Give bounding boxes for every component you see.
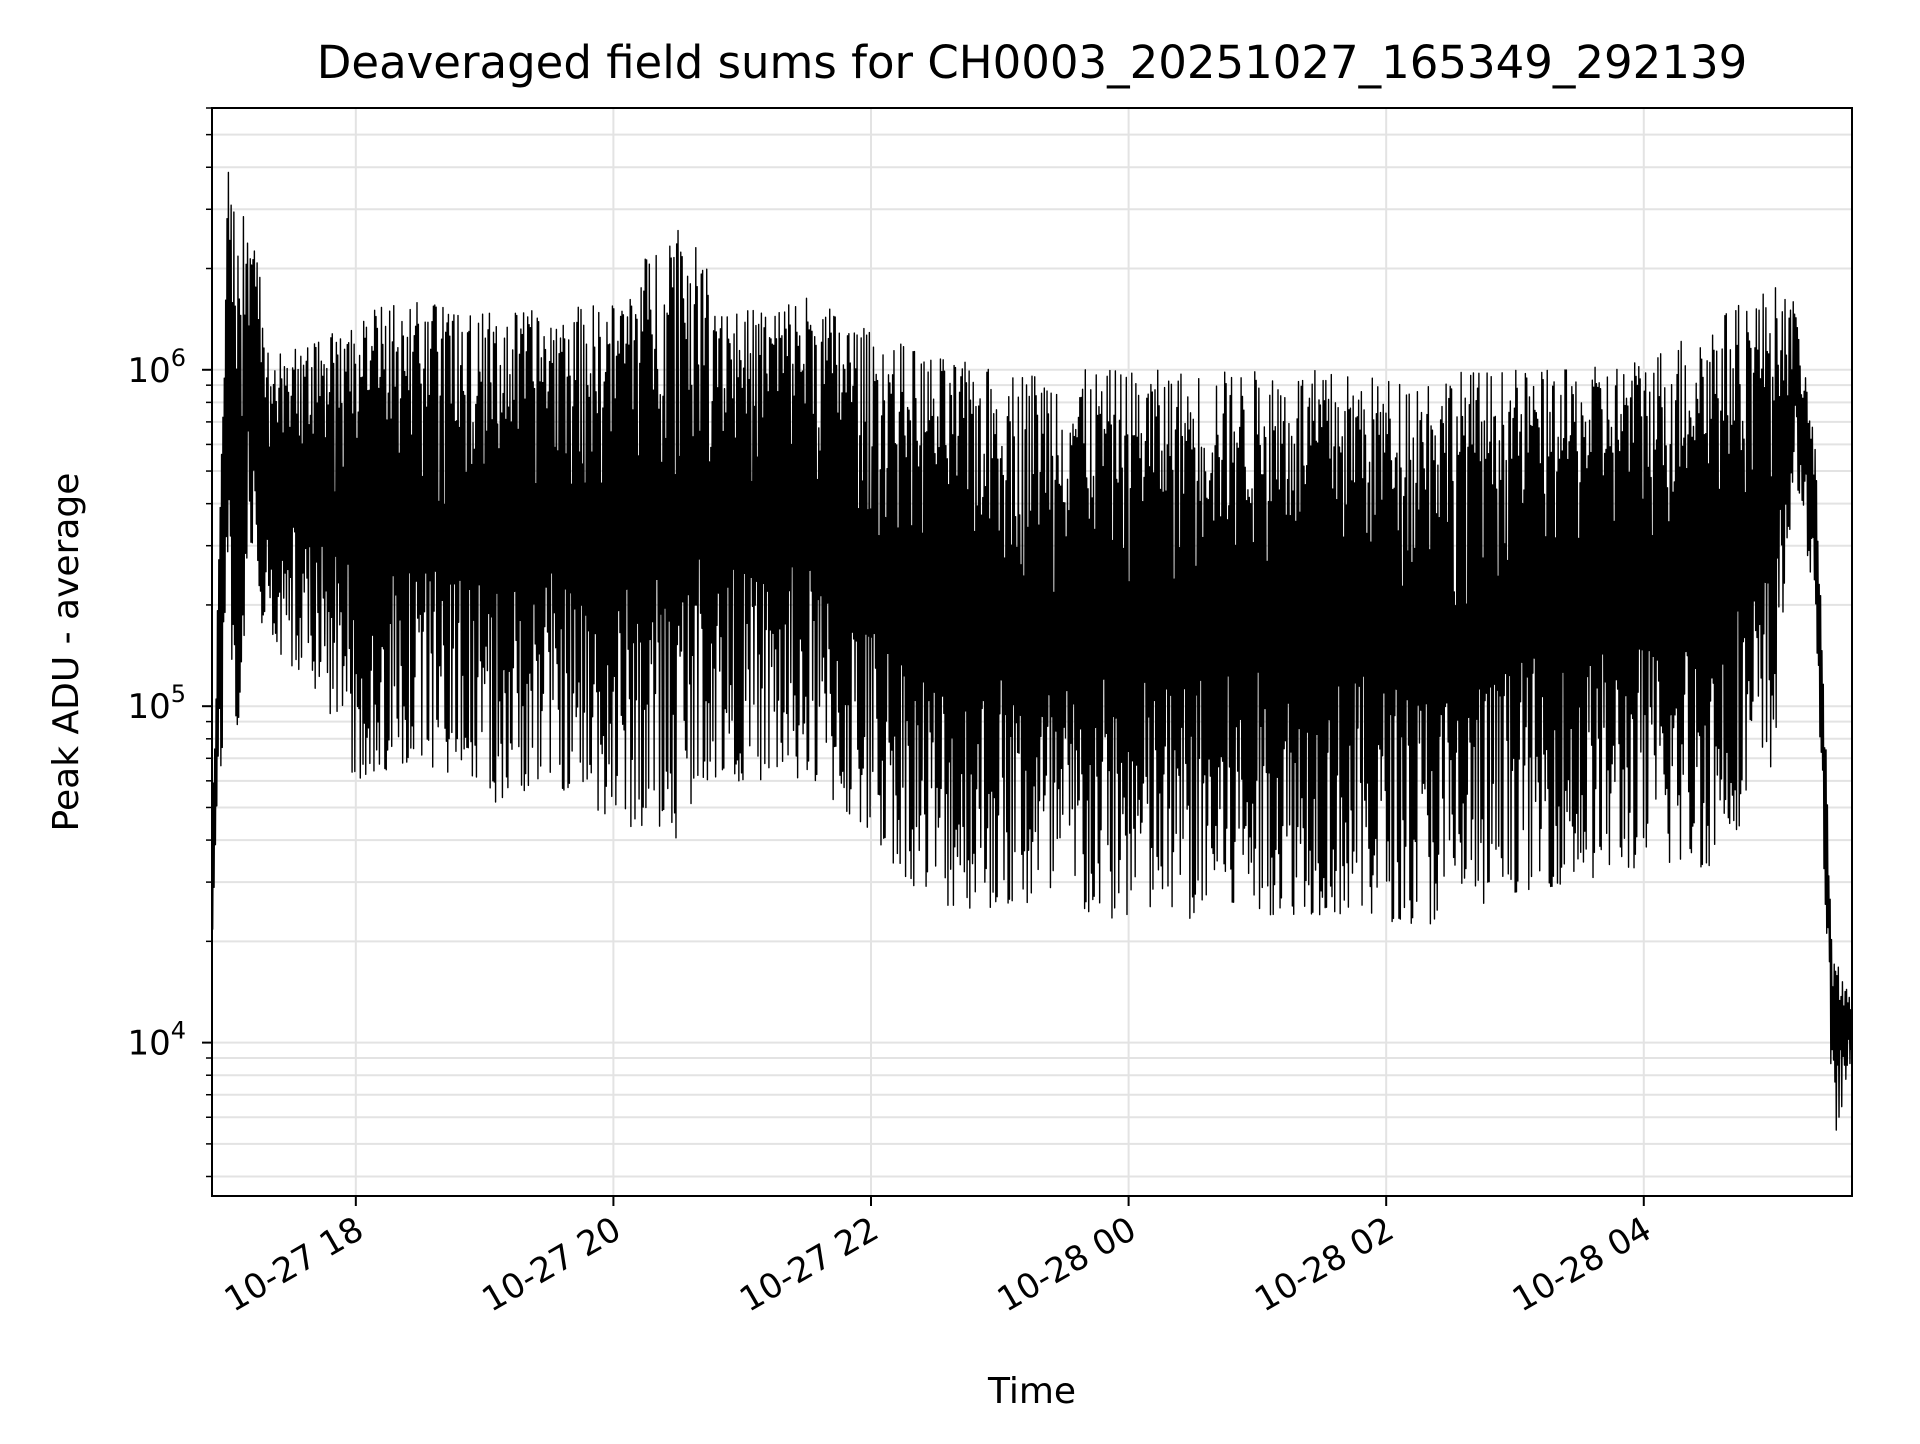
plot-frame (211, 107, 1853, 1197)
plot-area (211, 171, 1853, 1131)
x-axis-label: Time (987, 1371, 1076, 1412)
y-axis-label: Peak ADU - average (46, 473, 87, 832)
y-tick-label: 104 (127, 1017, 186, 1064)
y-tick-label: 105 (127, 680, 186, 727)
series-line (211, 171, 1853, 1131)
y-tick-label: 106 (127, 344, 186, 391)
chart-title: Deaveraged field sums for CH0003_2025102… (317, 36, 1747, 89)
